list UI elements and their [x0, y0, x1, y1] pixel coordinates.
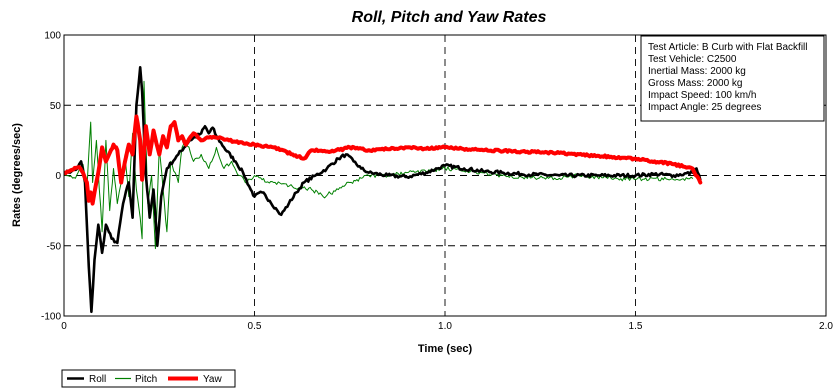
y-tick-label: 100: [44, 31, 61, 42]
chart-title: Roll, Pitch and Yaw Rates: [352, 9, 547, 26]
info-impact-angle: Impact Angle: 25 degrees: [648, 102, 761, 113]
x-tick-label: 1.5: [629, 321, 643, 332]
x-tick-label: 2.0: [819, 321, 833, 332]
legend-label-roll: Roll: [89, 374, 106, 385]
y-tick-label: -100: [41, 312, 61, 323]
legend-label-yaw: Yaw: [203, 374, 222, 385]
y-tick-label: 0: [55, 171, 61, 182]
y-tick-label: 50: [50, 101, 62, 112]
info-inertial-mass: Inertial Mass: 2000 kg: [648, 66, 746, 77]
series-line-yaw: [64, 114, 703, 206]
info-box-frame: [640, 35, 825, 122]
tick-labels: 0 0.5 1.0 1.5 2.0 -100 -50 0 50 100: [41, 31, 833, 333]
plot-frame: [63, 34, 827, 317]
x-axis-label: Time (sec): [418, 343, 473, 355]
series-line-roll: [64, 66, 702, 314]
x-tick-label: 0.5: [248, 321, 262, 332]
legend-frame: [61, 369, 236, 388]
legend: Roll Pitch Yaw: [61, 369, 236, 388]
test-info-box: Test Article: B Curb with Flat Backfill …: [640, 35, 825, 122]
y-axis-label: Rates (degrees/sec): [11, 123, 23, 227]
info-impact-speed: Impact Speed: 100 km/h: [648, 90, 756, 101]
grid-lines: [64, 35, 826, 316]
info-gross-mass: Gross Mass: 2000 kg: [648, 78, 742, 89]
info-test-vehicle: Test Vehicle: C2500: [648, 54, 737, 65]
y-tick-label: -50: [47, 241, 62, 252]
x-tick-label: 0: [61, 321, 67, 332]
info-test-article: Test Article: B Curb with Flat Backfill: [648, 42, 808, 53]
x-tick-label: 1.0: [438, 321, 452, 332]
series-layer: [64, 66, 703, 314]
legend-label-pitch: Pitch: [135, 374, 157, 385]
